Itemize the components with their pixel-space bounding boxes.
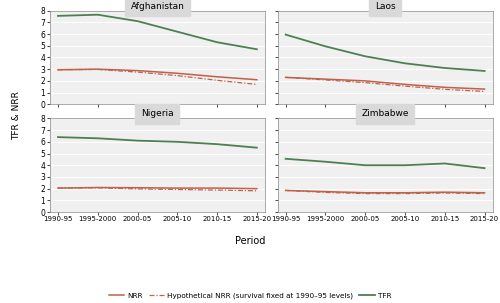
Title: Nigeria: Nigeria	[141, 109, 174, 118]
Text: TFR & NRR: TFR & NRR	[12, 91, 22, 140]
Title: Afghanistan: Afghanistan	[130, 2, 184, 11]
Text: Period: Period	[235, 236, 265, 246]
Title: Laos: Laos	[375, 2, 396, 11]
Legend: NRR, Hypothetical NRR (survival fixed at 1990–95 levels), TFR: NRR, Hypothetical NRR (survival fixed at…	[108, 293, 392, 299]
Title: Zimbabwe: Zimbabwe	[362, 109, 409, 118]
